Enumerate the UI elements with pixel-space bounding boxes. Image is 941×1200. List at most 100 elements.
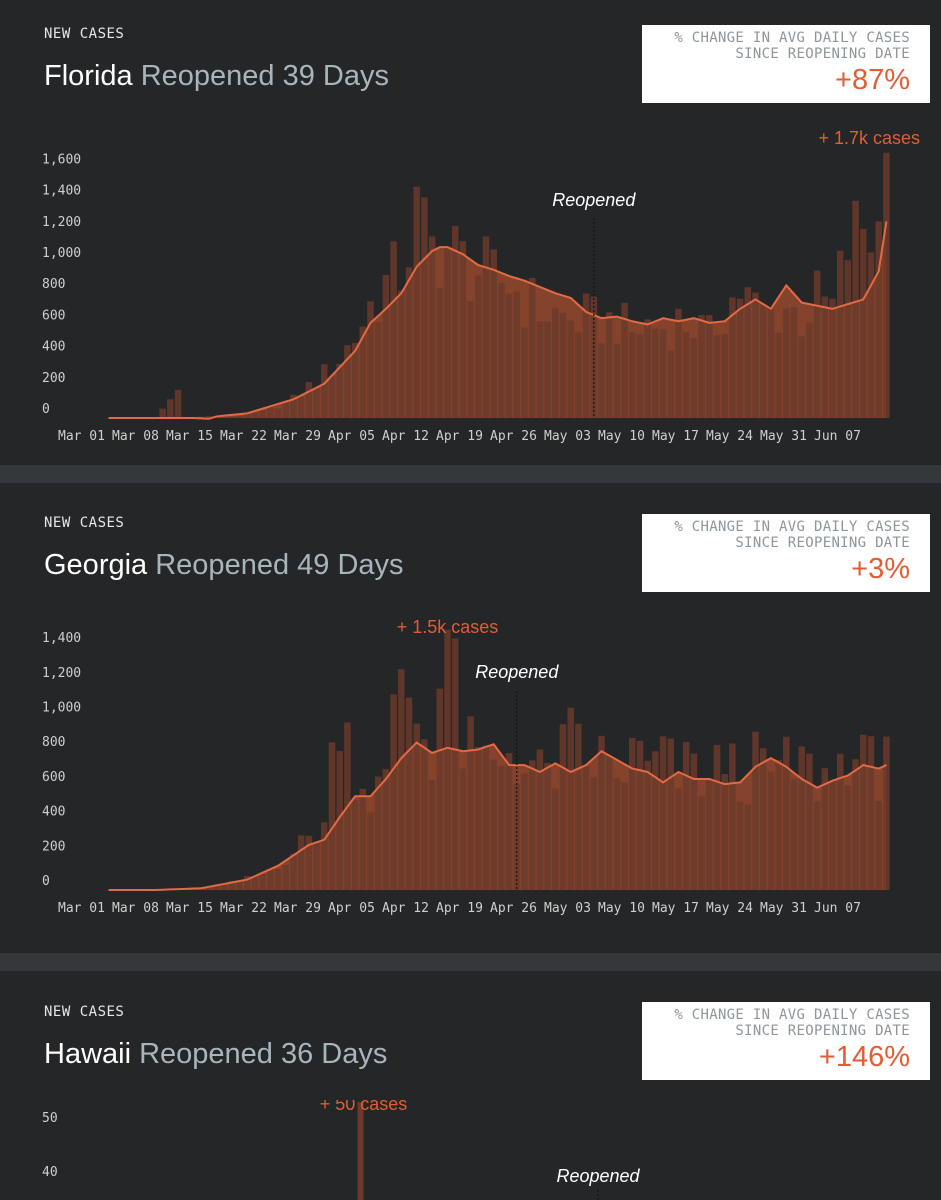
stat-caption-line2: SINCE REOPENING DATE (735, 535, 910, 551)
bar-daily-cases (582, 765, 590, 890)
bar-daily-cases (536, 321, 544, 418)
bar-daily-cases (336, 751, 343, 890)
stat-caption-line1: % CHANGE IN AVG DAILY CASES (674, 30, 910, 46)
bar-daily-cases (621, 302, 628, 418)
y-tick-label: 1,400 (42, 184, 81, 199)
average-line (108, 741, 887, 891)
bar-daily-cases (598, 735, 605, 890)
bar-daily-cases (290, 394, 297, 418)
bar-daily-cases (413, 723, 420, 890)
bar-daily-cases (436, 688, 444, 890)
bar-daily-cases (220, 883, 228, 890)
bar-daily-cases (421, 197, 428, 418)
bar-daily-cases (174, 389, 182, 418)
bar-daily-cases (552, 308, 559, 418)
bar-daily-cases (313, 387, 320, 418)
bar-daily-cases (259, 410, 266, 418)
bar-daily-cases (759, 304, 767, 418)
bar-daily-cases (729, 297, 736, 418)
stat-caption-line1: % CHANGE IN AVG DAILY CASES (674, 1007, 910, 1023)
bar-daily-cases (883, 152, 890, 419)
bar-daily-cases (305, 835, 313, 890)
state-name: Florida (44, 60, 133, 92)
bar-daily-cases (205, 416, 213, 418)
bar-daily-cases (205, 887, 213, 890)
bar-daily-cases (374, 776, 382, 890)
bar-daily-cases (274, 408, 282, 418)
bar-daily-cases (328, 375, 336, 418)
bar-daily-cases (813, 801, 821, 890)
bar-daily-cases (836, 250, 844, 418)
bar-daily-cases (867, 736, 875, 890)
y-tick-label: 1,000 (42, 701, 81, 716)
average-line (108, 221, 888, 420)
bar-daily-cases (367, 812, 374, 890)
bar-daily-cases (590, 777, 598, 890)
stat-box: % CHANGE IN AVG DAILY CASES SINCE REOPEN… (642, 514, 930, 592)
bar-daily-cases (698, 315, 705, 418)
y-tick-label: 200 (42, 371, 65, 386)
bar-daily-cases (344, 345, 351, 418)
x-tick-label: May 24 (706, 429, 753, 444)
x-tick-label: May 03 (544, 901, 591, 916)
bar-daily-cases (613, 778, 621, 890)
panel-title: Georgia Reopened 49 Days (44, 549, 404, 582)
bar-daily-cases (605, 756, 613, 890)
bar-daily-cases (490, 759, 497, 890)
bar-daily-cases (629, 332, 636, 418)
bar-daily-cases (251, 876, 259, 890)
bar-daily-cases (829, 298, 836, 418)
x-tick-label: Mar 01 (58, 429, 105, 444)
bar-daily-cases (713, 335, 721, 418)
bar-daily-cases (790, 778, 798, 890)
bar-daily-cases (436, 287, 444, 418)
stat-caption-line1: % CHANGE IN AVG DAILY CASES (674, 519, 910, 535)
bar-daily-cases (744, 287, 752, 418)
bar-daily-cases (675, 308, 682, 418)
x-tick-label: May 31 (760, 429, 807, 444)
bar-daily-cases (598, 343, 605, 418)
bar-daily-cases (621, 782, 628, 890)
bar-daily-cases (321, 822, 328, 890)
reopened-days: Reopened 49 Days (155, 549, 404, 581)
bar-daily-cases (282, 401, 290, 418)
bar-daily-cases (667, 738, 675, 890)
bar-daily-cases (721, 334, 728, 418)
bar-daily-cases (860, 229, 867, 418)
chart-florida: 0 200 400 600 800 1,000 1,200 1,400 1,600 Reopene… (42, 128, 920, 444)
bar-daily-cases (513, 291, 521, 418)
bar-daily-cases (605, 312, 613, 418)
chart-georgia: 0 200 400 600 800 1,000 1,200 1,400 Reopened + 1.… (42, 617, 890, 916)
bar-daily-cases (721, 774, 728, 890)
bar-daily-cases (382, 769, 390, 890)
reopen-label: Reopened (556, 1166, 640, 1186)
bar-daily-cases (228, 416, 236, 418)
bar-daily-cases (690, 753, 698, 890)
y-tick-label: 1,200 (42, 666, 81, 681)
panel-separator (0, 465, 941, 483)
stat-value: +87% (835, 64, 910, 96)
bar-daily-cases (767, 308, 775, 418)
stat-box: % CHANGE IN AVG DAILY CASES SINCE REOPEN… (642, 25, 930, 103)
reopen-label: Reopened (475, 662, 559, 682)
bar-daily-cases (629, 737, 636, 890)
reopened-days: Reopened 39 Days (140, 60, 390, 92)
x-tick-label: Apr 26 (490, 901, 537, 916)
bar-daily-cases (682, 741, 690, 890)
x-tick-label: May 31 (760, 901, 807, 916)
bar-daily-cases (244, 876, 251, 890)
bar-daily-cases (798, 746, 805, 890)
bar-daily-cases (767, 771, 775, 890)
bar-daily-cases (713, 744, 721, 890)
bar-daily-cases (636, 334, 644, 418)
bar-daily-cases (505, 293, 513, 418)
y-tick-label: 400 (42, 805, 65, 820)
bar-daily-cases (282, 865, 290, 890)
x-tick-label: Apr 26 (490, 429, 537, 444)
x-tick-label: May 10 (598, 901, 645, 916)
bar-daily-cases (552, 788, 559, 890)
bar-daily-cases (775, 759, 782, 890)
bar-daily-cases (359, 788, 367, 890)
bar-daily-cases (852, 759, 859, 890)
bar-daily-cases (267, 406, 274, 418)
